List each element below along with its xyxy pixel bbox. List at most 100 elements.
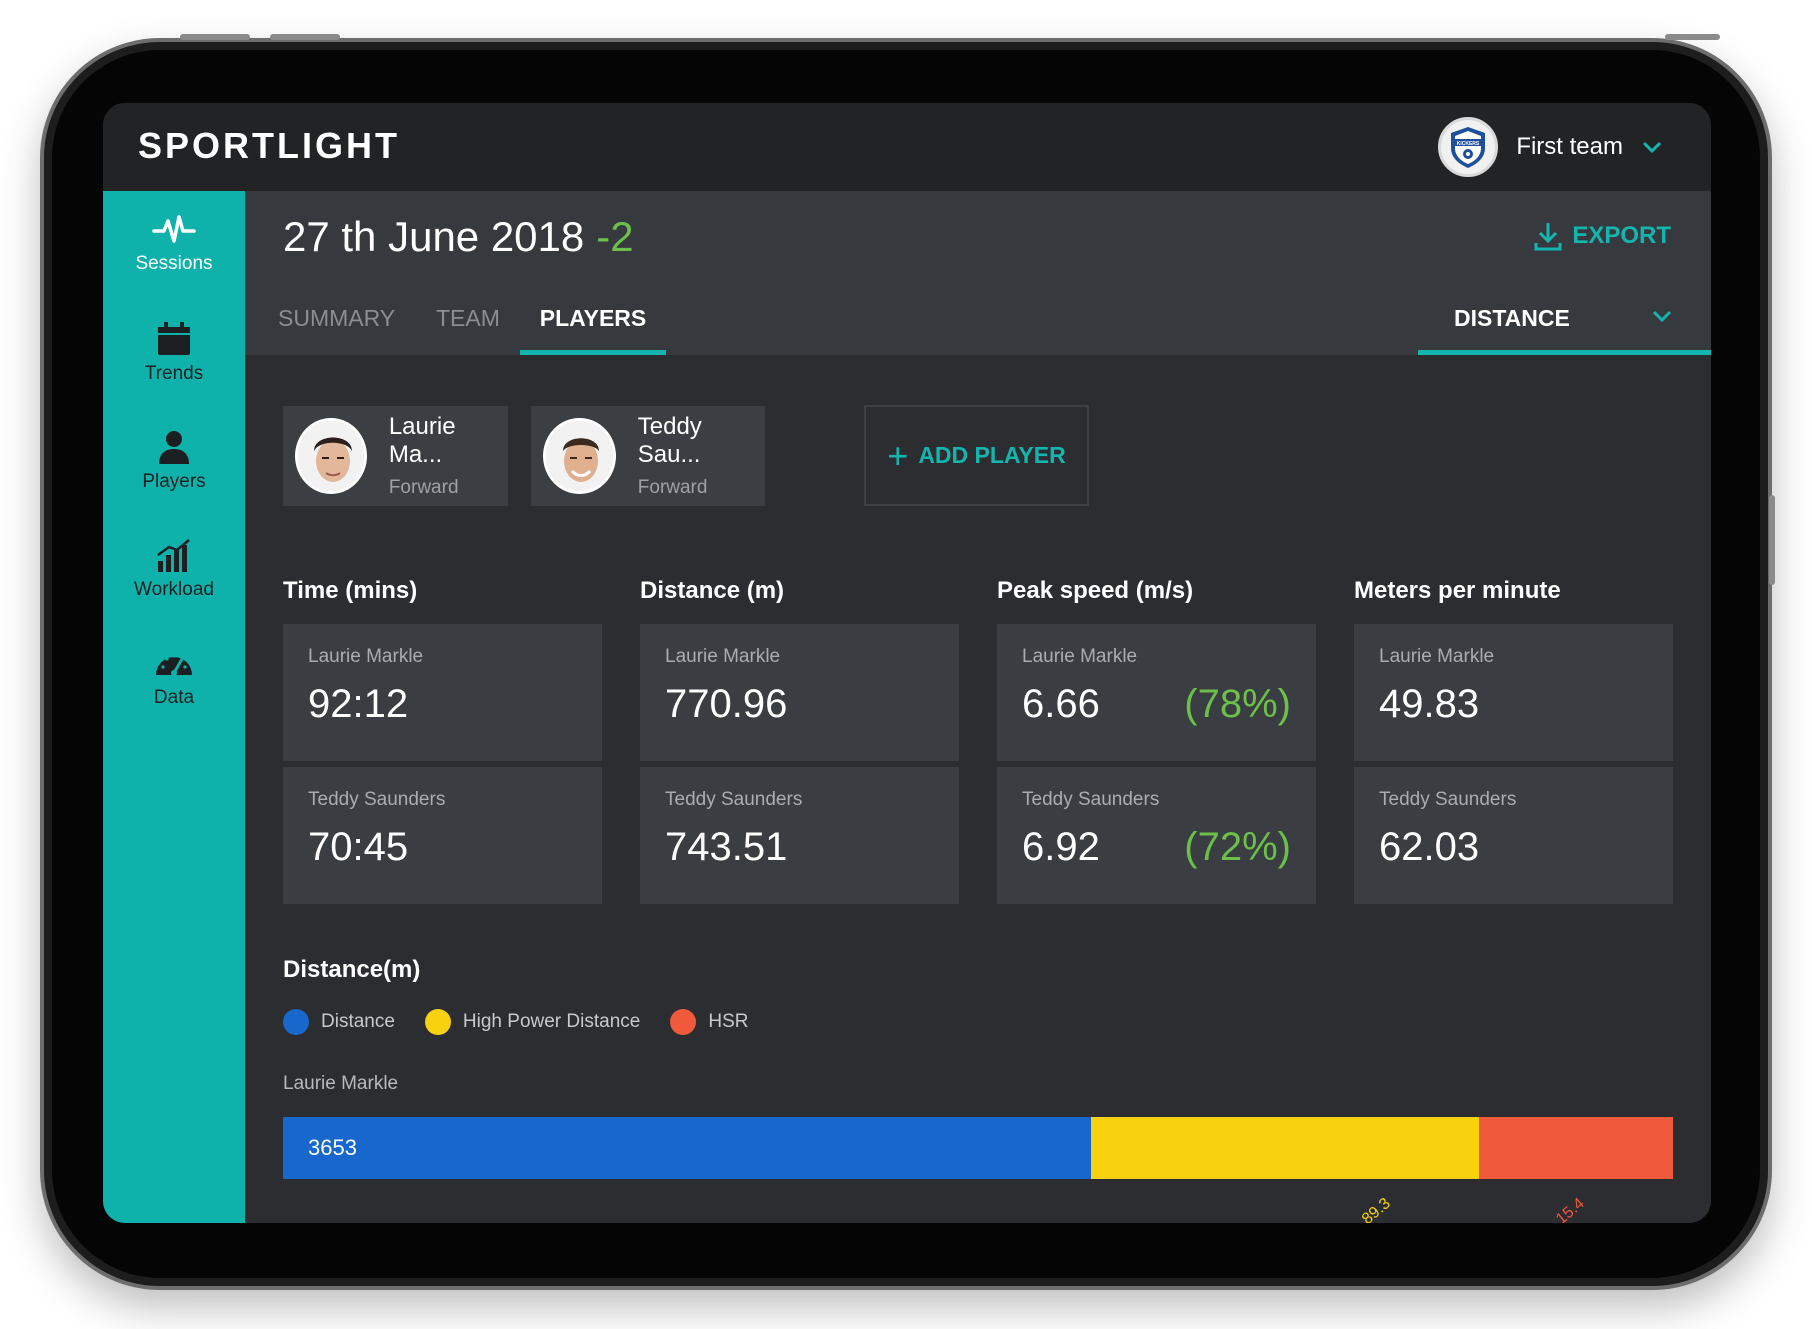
sidebar-item-label: Sessions bbox=[135, 253, 213, 274]
stat-title-time: Time (mins) bbox=[283, 577, 418, 604]
person-icon bbox=[159, 431, 189, 464]
avatar bbox=[543, 418, 616, 494]
bar-chart-icon bbox=[157, 539, 190, 572]
bar-value-label: 3653 bbox=[308, 1135, 357, 1160]
avatar bbox=[295, 418, 367, 494]
legend-label: High Power Distance bbox=[462, 1011, 641, 1032]
stat-title-distance: Distance (m) bbox=[640, 577, 785, 604]
bar-segment-label: 15.4 bbox=[1553, 1194, 1588, 1223]
session-date: 27 th June 2018 bbox=[283, 213, 585, 260]
sidebar-item-players[interactable]: Players bbox=[103, 429, 245, 539]
legend-dot bbox=[670, 1009, 697, 1035]
bar-segment-high-power-distance[interactable] bbox=[1091, 1117, 1479, 1179]
stat-card: Teddy Saunders 743.51 bbox=[640, 767, 959, 904]
stacked-bar: 3653 89.3 15.4 bbox=[283, 1117, 1673, 1223]
team-selector[interactable]: KICKERS First team bbox=[1438, 115, 1663, 179]
stat-value: 70:45 bbox=[308, 825, 409, 869]
tab-team[interactable]: TEAM bbox=[436, 291, 500, 355]
player-role: Forward bbox=[388, 477, 459, 498]
page-title: 27 th June 2018 -2 bbox=[283, 213, 634, 261]
team-badge-icon: KICKERS bbox=[1438, 117, 1499, 177]
chevron-down-icon bbox=[1652, 310, 1672, 323]
stat-card: Laurie Markle 49.83 bbox=[1354, 624, 1673, 761]
stat-value: 6.66 bbox=[1022, 682, 1100, 726]
legend-item-distance[interactable]: Distance bbox=[283, 1009, 395, 1035]
chart-row-label: Laurie Markle bbox=[283, 1073, 399, 1094]
stat-value: 770.96 bbox=[665, 682, 788, 726]
team-badge-text: KICKERS bbox=[1457, 141, 1480, 147]
add-player-label: ADD PLAYER bbox=[918, 442, 1066, 468]
legend-dot bbox=[424, 1009, 451, 1035]
stat-card: Teddy Saunders 6.92 (72%) bbox=[997, 767, 1316, 904]
plus-icon: + bbox=[887, 434, 909, 476]
stat-card: Laurie Markle 770.96 bbox=[640, 624, 959, 761]
export-label: EXPORT bbox=[1572, 222, 1671, 249]
sidebar-item-trends[interactable]: Trends bbox=[103, 321, 245, 431]
stat-player-name: Teddy Saunders bbox=[308, 789, 446, 810]
sidebar-item-label: Players bbox=[142, 471, 206, 492]
content-header: 27 th June 2018 -2 EXPORT SUMMARY TEAM PL… bbox=[245, 191, 1711, 355]
sidebar-item-label: Trends bbox=[144, 363, 204, 384]
dropdown-underline bbox=[1418, 350, 1711, 355]
stat-percent: (72%) bbox=[1184, 825, 1291, 869]
active-tab-indicator bbox=[520, 350, 666, 355]
stat-player-name: Teddy Saunders bbox=[1022, 789, 1160, 810]
player-role: Forward bbox=[637, 477, 708, 498]
bar-segment-distance[interactable]: 3653 bbox=[283, 1117, 1091, 1179]
stat-player-name: Teddy Saunders bbox=[665, 789, 803, 810]
legend-item-high-power-distance[interactable]: High Power Distance bbox=[424, 1009, 641, 1035]
stat-player-name: Laurie Markle bbox=[1022, 646, 1138, 667]
bar-segment-label: 89.3 bbox=[1359, 1194, 1394, 1223]
stat-value: 92:12 bbox=[308, 682, 409, 726]
stat-player-name: Laurie Markle bbox=[1379, 646, 1495, 667]
distance-chart-title: Distance(m) bbox=[283, 956, 421, 983]
stat-percent: (78%) bbox=[1184, 682, 1291, 726]
sidebar-item-sessions[interactable]: Sessions bbox=[103, 213, 245, 323]
player-name: Teddy Sau... bbox=[637, 413, 702, 468]
stat-title-peak-speed: Peak speed (m/s) bbox=[997, 577, 1194, 604]
tab-players[interactable]: PLAYERS bbox=[520, 291, 666, 355]
app-logo: SPORTLIGHT bbox=[138, 125, 400, 166]
device-button-top-right bbox=[1665, 34, 1720, 40]
download-icon bbox=[1534, 223, 1562, 251]
player-info: Teddy Sau... Forward bbox=[638, 413, 765, 499]
stat-value: 6.92 bbox=[1022, 825, 1100, 869]
legend-label: HSR bbox=[708, 1011, 749, 1032]
date-delta: -2 bbox=[596, 213, 634, 260]
pulse-icon bbox=[152, 215, 196, 243]
player-chip[interactable]: Laurie Ma... Forward bbox=[283, 406, 508, 506]
export-button[interactable]: EXPORT bbox=[1534, 221, 1671, 251]
device-button-top-mid bbox=[270, 34, 340, 40]
stat-value: 62.03 bbox=[1379, 825, 1480, 869]
chevron-down-icon bbox=[1642, 141, 1662, 154]
stat-player-name: Teddy Saunders bbox=[1379, 789, 1517, 810]
metric-dropdown[interactable]: DISTANCE bbox=[1418, 291, 1711, 355]
device-button-top-left bbox=[180, 34, 250, 40]
stat-player-name: Laurie Markle bbox=[665, 646, 781, 667]
stat-card: Laurie Markle 92:12 bbox=[283, 624, 602, 761]
sidebar: Sessions Trends Players Workload Data bbox=[103, 191, 245, 1223]
team-name: First team bbox=[1516, 133, 1623, 160]
legend-item-hsr[interactable]: HSR bbox=[670, 1009, 748, 1035]
player-chip[interactable]: Teddy Sau... Forward bbox=[531, 406, 765, 506]
sidebar-item-workload[interactable]: Workload bbox=[103, 537, 245, 647]
metric-dropdown-value: DISTANCE bbox=[1454, 305, 1570, 331]
stat-value: 49.83 bbox=[1379, 682, 1480, 726]
stat-value: 743.51 bbox=[665, 825, 788, 869]
top-bar: SPORTLIGHT KICKERS First team bbox=[103, 103, 1711, 191]
speedometer-icon bbox=[156, 654, 192, 676]
legend-label: Distance bbox=[321, 1011, 395, 1032]
stat-player-name: Laurie Markle bbox=[308, 646, 424, 667]
add-player-button[interactable]: + ADD PLAYER bbox=[864, 405, 1089, 506]
tab-label: TEAM bbox=[436, 305, 500, 331]
player-name: Laurie Ma... bbox=[388, 413, 456, 468]
sidebar-item-data[interactable]: Data bbox=[103, 645, 245, 755]
stat-card: Teddy Saunders 70:45 bbox=[283, 767, 602, 904]
app-screen: SPORTLIGHT KICKERS First team Sessions bbox=[103, 103, 1711, 1223]
calendar-icon bbox=[158, 322, 190, 355]
tab-summary[interactable]: SUMMARY bbox=[278, 291, 395, 355]
stat-card: Teddy Saunders 62.03 bbox=[1354, 767, 1673, 904]
tab-label: PLAYERS bbox=[539, 305, 647, 331]
tab-label: SUMMARY bbox=[278, 305, 396, 331]
bar-segment-hsr[interactable] bbox=[1479, 1117, 1673, 1179]
